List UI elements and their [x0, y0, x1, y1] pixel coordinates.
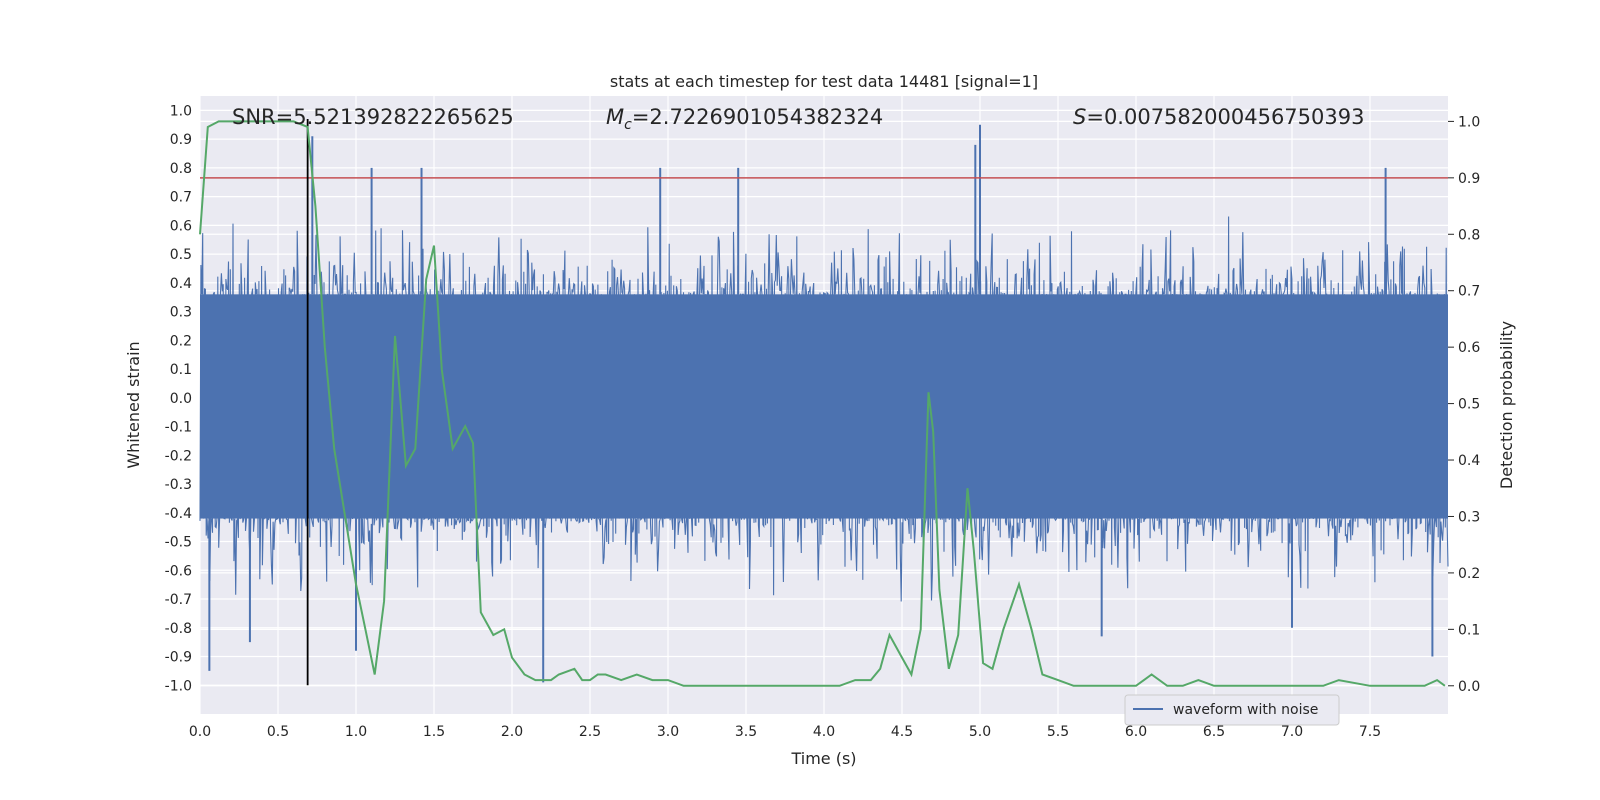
- overlay: [199, 118, 1448, 687]
- legend-label: waveform with noise: [1173, 702, 1318, 718]
- x-tick-label: 5.0: [969, 724, 991, 740]
- waveform-series: [199, 124, 1449, 683]
- left-y-axis-label: Whitened strain: [124, 341, 143, 468]
- x-tick-label: 5.5: [1047, 724, 1069, 740]
- left-y-tick-label: -1.0: [165, 678, 192, 694]
- left-y-tick-label: 1.0: [170, 103, 192, 119]
- x-tick-label: 2.5: [579, 724, 601, 740]
- right-y-tick-label: 0.8: [1458, 227, 1480, 243]
- right-y-tick-label: 0.2: [1458, 566, 1480, 582]
- left-y-tick-label: -0.4: [165, 506, 192, 522]
- left-y-tick-label: 0.1: [170, 362, 192, 378]
- right-y-tick-label: 1.0: [1458, 114, 1480, 130]
- x-tick-label: 7.0: [1281, 724, 1303, 740]
- left-y-tick-label: 0.2: [170, 333, 192, 349]
- left-y-tick-label: 0.5: [170, 247, 192, 263]
- legend-box: [1124, 694, 1340, 726]
- s-annotation: S=0.007582000456750393: [1073, 105, 1364, 129]
- legend: waveform with noise: [1124, 694, 1340, 726]
- left-y-tick-label: 0.4: [170, 276, 192, 292]
- x-tick-label: 7.5: [1359, 724, 1381, 740]
- chirp-mass-annotation: Mc=2.7226901054382324: [606, 105, 883, 133]
- x-tick-label: 0.5: [267, 724, 289, 740]
- waveform-band: [200, 294, 1448, 519]
- chart-title: stats at each timestep for test data 144…: [610, 72, 1038, 91]
- right-y-tick-label: 0.0: [1458, 679, 1480, 695]
- snr-annotation: SNR=5.521392822265625: [232, 105, 514, 129]
- right-y-axis-label: Detection probability: [1497, 321, 1516, 489]
- left-y-tick-label: -0.7: [165, 592, 192, 608]
- left-y-tick-label: -0.3: [165, 477, 192, 493]
- detection-probability-line: [199, 120, 1446, 687]
- left-y-tick-label: 0.7: [170, 190, 192, 206]
- x-tick-label: 1.5: [423, 724, 445, 740]
- left-y-tick-label: 0.0: [170, 391, 192, 407]
- right-y-tick-label: 0.5: [1458, 397, 1480, 413]
- left-y-tick-label: -0.6: [165, 563, 192, 579]
- x-tick-label: 3.5: [735, 724, 757, 740]
- left-y-tick-label: 0.9: [170, 132, 192, 148]
- left-y-tick-label: -0.9: [165, 650, 192, 666]
- right-y-tick-label: 0.4: [1458, 453, 1480, 469]
- left-y-tick-label: -0.2: [165, 448, 192, 464]
- right-y-axis: 1.0 0.9 0.8 0.7 0.6 0.5 0.4 0.3 0.2 0.1 0.0: [1448, 114, 1480, 695]
- x-axis-label: Time (s): [790, 749, 856, 768]
- left-y-tick-label: 0.3: [170, 305, 192, 321]
- right-y-tick-label: 0.7: [1458, 284, 1480, 300]
- x-tick-label: 0.0: [189, 724, 211, 740]
- x-tick-label: 1.0: [345, 724, 367, 740]
- x-tick-label: 4.5: [891, 724, 913, 740]
- right-y-tick-label: 0.9: [1458, 171, 1480, 187]
- left-y-tick-label: 0.6: [170, 218, 192, 234]
- x-tick-label: 2.0: [501, 724, 523, 740]
- right-y-tick-label: 0.1: [1458, 622, 1480, 638]
- left-y-tick-label: -0.1: [165, 420, 192, 436]
- right-y-tick-label: 0.3: [1458, 509, 1480, 525]
- left-y-tick-label: -0.8: [165, 621, 192, 637]
- x-tick-label: 6.0: [1125, 724, 1147, 740]
- left-y-tick-label: -0.5: [165, 535, 192, 551]
- x-tick-label: 3.0: [657, 724, 679, 740]
- left-y-tick-label: 0.8: [170, 161, 192, 177]
- left-y-axis: 1.0 0.9 0.8 0.7 0.6 0.5 0.4 0.3 0.2 0.1 0.0 -0.1 -0.…: [165, 103, 192, 694]
- x-axis: 0.0 0.5 1.0 1.5 2.0 2.5 3.0 3.5 4.0 4.5 5.0 5.5 6.0 6…: [189, 724, 1381, 740]
- x-tick-label: 4.0: [813, 724, 835, 740]
- right-y-tick-label: 0.6: [1458, 340, 1480, 356]
- x-tick-label: 6.5: [1203, 724, 1225, 740]
